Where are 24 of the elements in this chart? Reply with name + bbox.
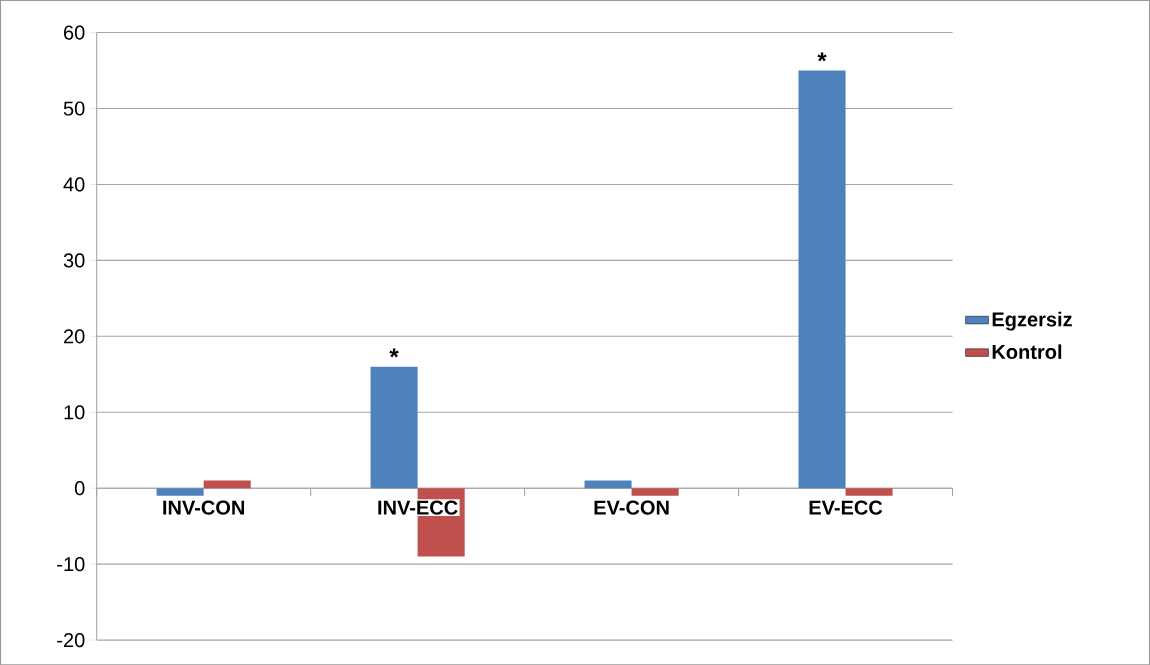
x-tick-label: INV-ECC bbox=[378, 500, 458, 515]
bar bbox=[203, 480, 251, 489]
y-tick-label: 0 bbox=[74, 480, 85, 496]
legend-label: Kontrol bbox=[992, 344, 1062, 359]
x-tick-label: INV-CON bbox=[163, 500, 245, 515]
annotation: * bbox=[817, 52, 827, 62]
bar bbox=[370, 366, 418, 489]
y-tick-label: 40 bbox=[63, 177, 85, 192]
y-tick-label: -20 bbox=[57, 632, 85, 648]
bar bbox=[584, 480, 632, 489]
y-tick-label: -10 bbox=[57, 556, 85, 572]
y-tick-label: 20 bbox=[64, 329, 85, 344]
bar bbox=[845, 488, 893, 496]
x-tick-label: EV-CON bbox=[594, 500, 669, 515]
y-tick-label: 50 bbox=[63, 101, 85, 116]
bar bbox=[156, 488, 204, 496]
bar bbox=[631, 488, 679, 496]
y-tick-label: 60 bbox=[64, 25, 85, 40]
y-tick-label: 30 bbox=[63, 253, 85, 268]
y-tick-label: 10 bbox=[64, 405, 85, 420]
annotation: * bbox=[389, 348, 399, 358]
x-tick-label: EV-ECC bbox=[809, 500, 883, 515]
legend-label: Egzersiz bbox=[992, 311, 1072, 331]
bar bbox=[798, 70, 846, 489]
